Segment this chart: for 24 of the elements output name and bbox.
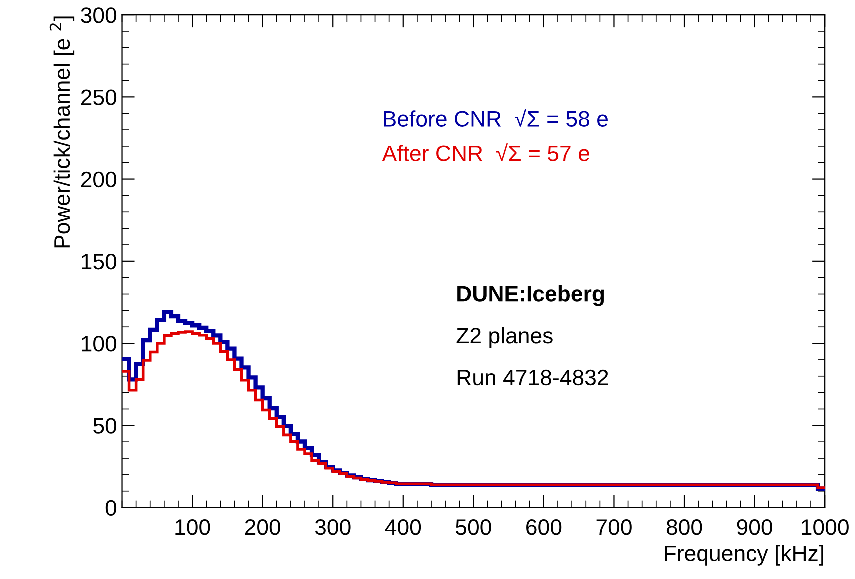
y-tick-label: 100 (82, 336, 117, 352)
y-tick-label: 300 (81, 8, 117, 24)
x-tick-label: 500 (456, 519, 492, 536)
x-tick-label: 900 (737, 519, 772, 536)
x-tick-label: 100 (176, 519, 210, 536)
y-axis-title: Power/tick/channel [e $^{2}$] (50, 16, 75, 248)
y-tick-label: 50 (94, 418, 117, 434)
x-tick-label: 300 (315, 519, 351, 536)
y-tick-label: 150 (82, 254, 117, 270)
annotation: Run 4718-4832 (458, 370, 608, 386)
text: After CNR √Σ = 57 e (382, 144, 590, 162)
text: Before CNR √Σ = 58 e (384, 109, 608, 127)
x-tick-label: 800 (666, 519, 702, 536)
y-tick-label: 250 (81, 90, 117, 106)
annotation: DUNE:Iceberg (458, 286, 604, 306)
x-tick-label: 1000 (802, 519, 849, 536)
annotation: Z2 planes (456, 327, 553, 348)
y-tick-label: 0 (106, 500, 117, 516)
x-tick-label: 200 (245, 519, 280, 536)
x-tick-label: 700 (596, 519, 632, 536)
y-tick-label: 200 (81, 172, 117, 188)
x-tick-label: 400 (385, 519, 422, 536)
x-axis-title: Frequency [kHz] (665, 545, 824, 566)
x-tick-label: 600 (526, 519, 562, 536)
